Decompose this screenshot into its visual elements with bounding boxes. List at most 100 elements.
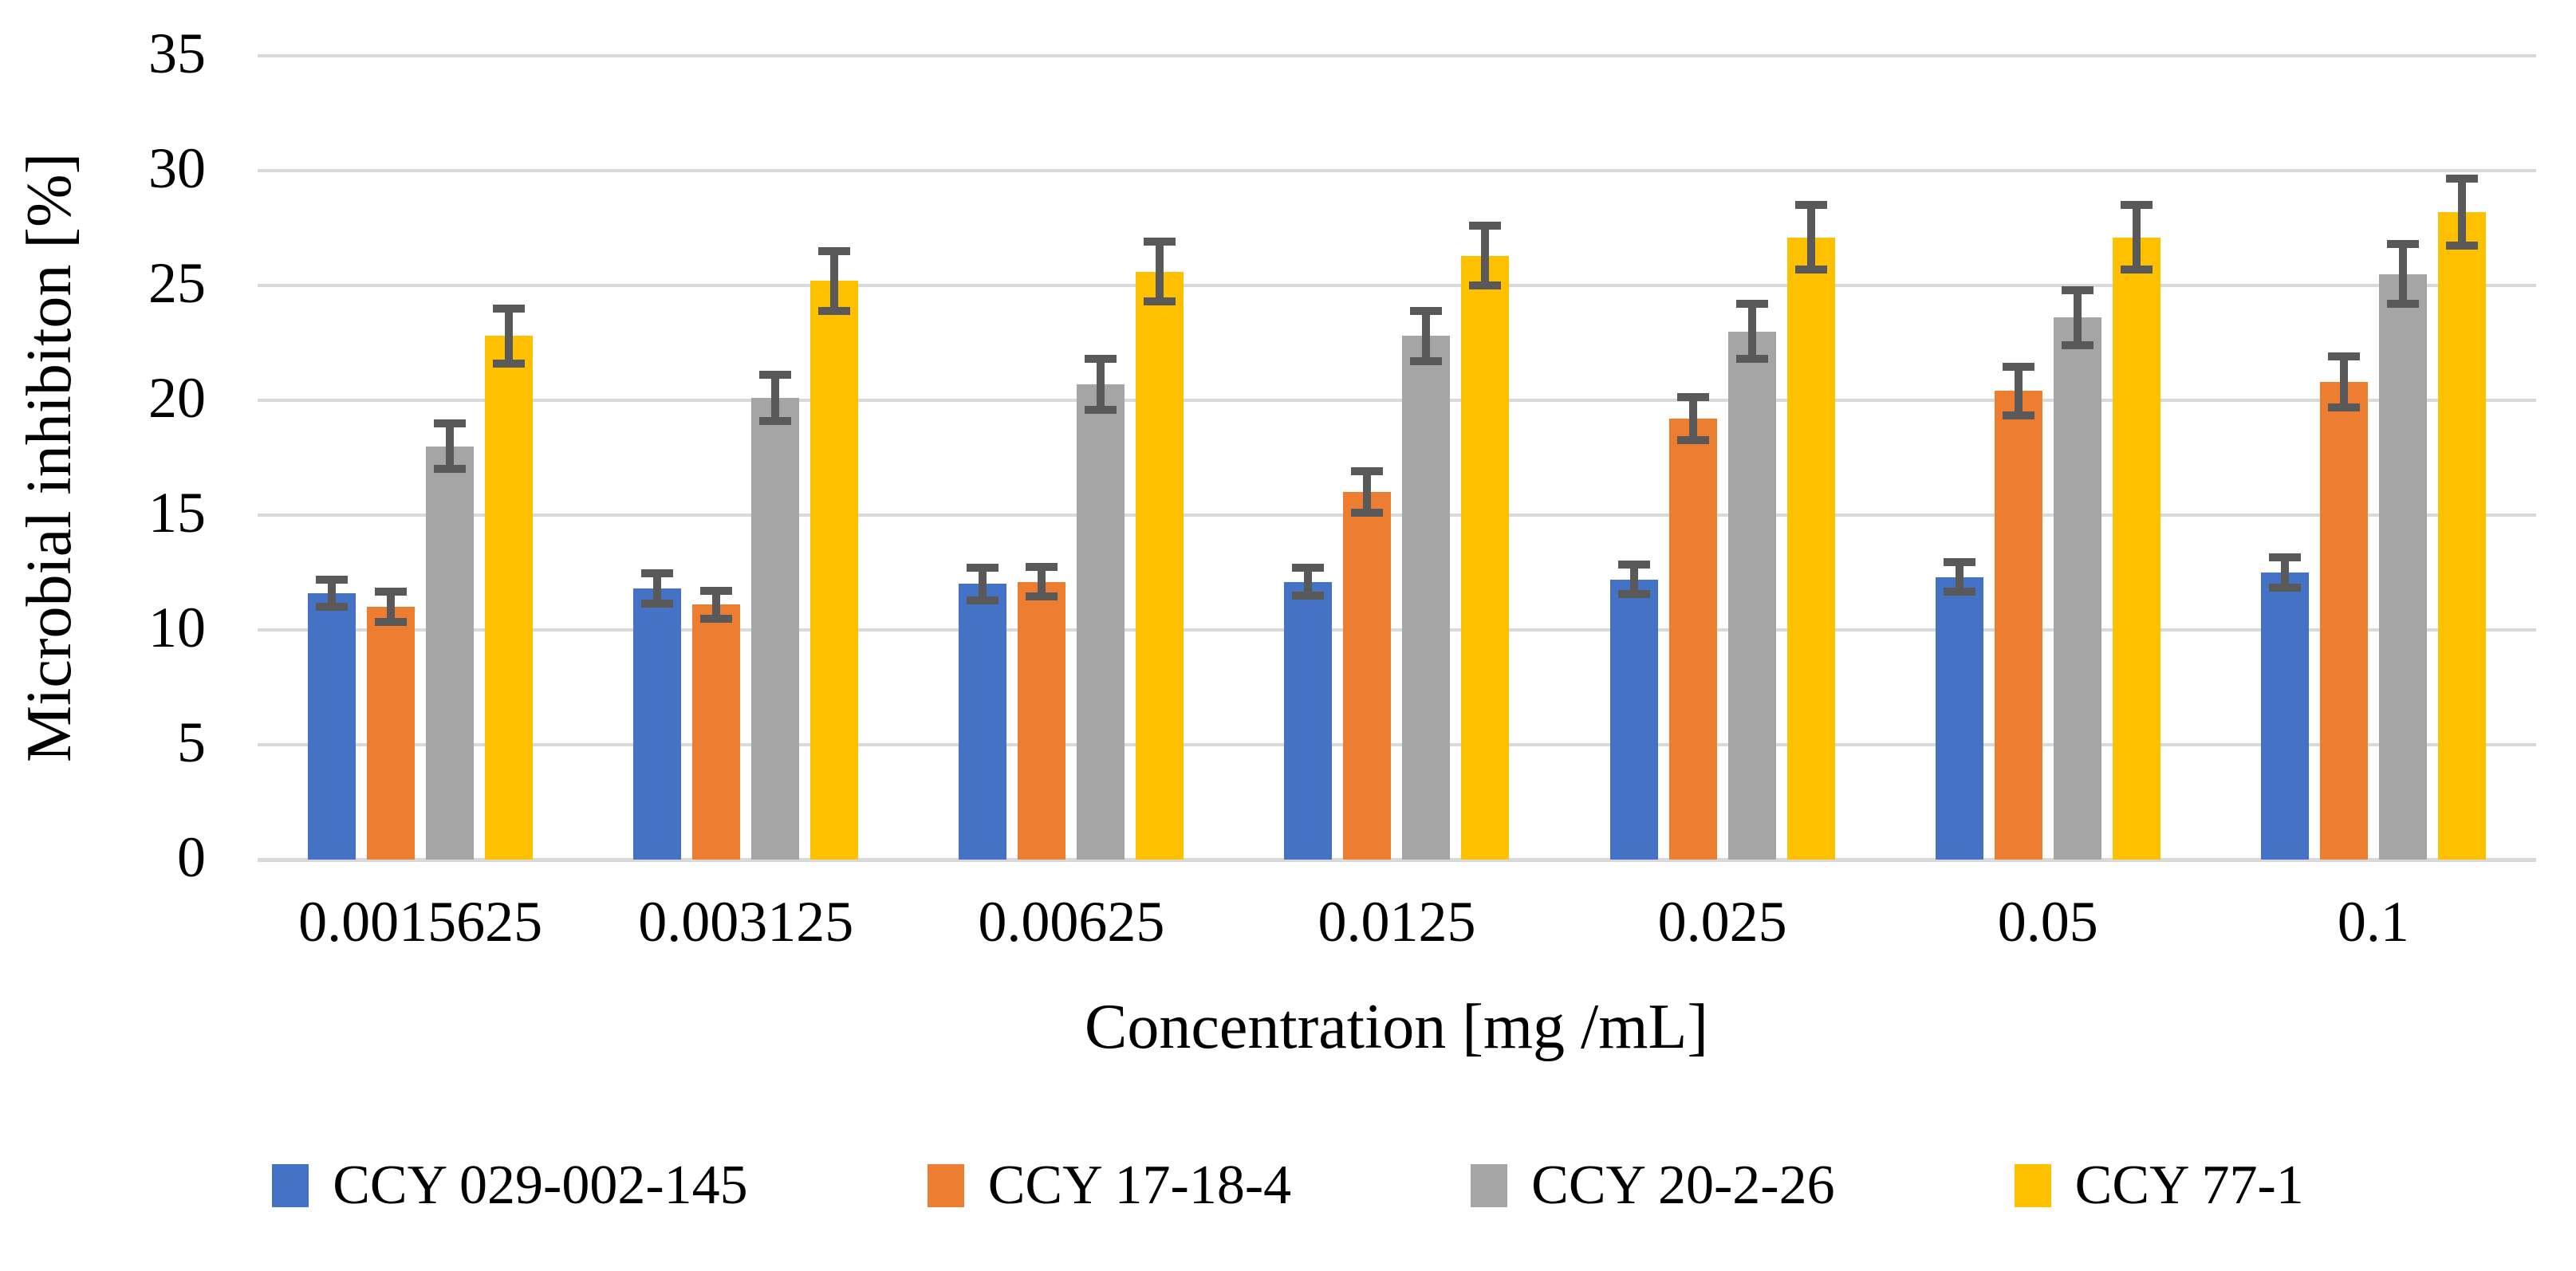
error-cap-top — [2268, 553, 2301, 562]
error-bar-ccy-77-1-0-0125 — [1461, 222, 1509, 289]
gridline-y-30 — [258, 169, 2536, 172]
error-bar-ccy-20-2-26-0-1 — [2379, 240, 2427, 309]
error-whisker — [2339, 356, 2348, 407]
error-bar-ccy-20-2-26-0-0015625 — [426, 419, 474, 474]
y-tick-label-30: 30 — [148, 136, 206, 201]
error-whisker — [446, 423, 455, 470]
legend-swatch-icon — [2014, 1164, 2051, 1207]
error-bar-ccy-029-002-145-0-05 — [1936, 558, 1983, 596]
error-cap-top — [2002, 363, 2034, 372]
error-bar-ccy-77-1-0-0015625 — [485, 304, 533, 368]
error-bar-ccy-17-18-4-0-025 — [1669, 392, 1717, 445]
bar-ccy-77-1-0-05 — [2112, 237, 2160, 860]
error-cap-bottom — [1144, 297, 1176, 306]
bar-ccy-029-002-145-0-05 — [1935, 576, 1983, 860]
error-bar-ccy-17-18-4-0-0015625 — [367, 588, 415, 626]
bar-ccy-17-18-4-0-0015625 — [367, 607, 416, 860]
error-cap-top — [1085, 355, 1117, 364]
x-tick-label-0-00625: 0.00625 — [978, 890, 1165, 954]
error-whisker — [2398, 244, 2407, 305]
error-cap-top — [316, 575, 349, 584]
legend: CCY 029-002-145 CCY 17-18-4 CCY 20-2-26 CCY… — [0, 1158, 2576, 1214]
error-whisker — [1806, 205, 1815, 270]
error-cap-bottom — [1735, 355, 1768, 364]
error-bar-ccy-17-18-4-0-0125 — [1343, 467, 1391, 517]
error-whisker — [1097, 359, 1105, 410]
error-bar-ccy-77-1-0-025 — [1787, 201, 1835, 273]
error-cap-bottom — [493, 359, 526, 368]
error-whisker — [979, 568, 987, 600]
legend-item-ccy-029-002-145: CCY 029-002-145 — [272, 1158, 748, 1214]
error-whisker — [1629, 564, 1638, 595]
error-whisker — [1481, 226, 1490, 285]
error-cap-bottom — [1026, 592, 1058, 601]
error-bar-ccy-029-002-145-0-003125 — [633, 569, 681, 608]
error-cap-bottom — [1292, 591, 1325, 600]
error-cap-top — [1735, 300, 1768, 309]
error-whisker — [2073, 289, 2082, 345]
bar-ccy-029-002-145-0-1 — [2260, 573, 2309, 860]
error-cap-top — [700, 587, 733, 596]
x-axis-title: Concentration [mg /mL] — [1084, 992, 1709, 1062]
bar-ccy-029-002-145-0-003125 — [633, 588, 682, 860]
error-whisker — [2280, 557, 2289, 588]
bar-ccy-77-1-0-003125 — [810, 281, 859, 860]
bar-ccy-20-2-26-0-1 — [2378, 273, 2427, 860]
error-bar-ccy-77-1-0-05 — [2113, 201, 2160, 273]
error-cap-bottom — [2268, 583, 2301, 592]
error-cap-top — [434, 419, 467, 427]
bar-ccy-20-2-26-0-003125 — [751, 398, 800, 860]
error-whisker — [1688, 396, 1697, 441]
legend-swatch-icon — [927, 1164, 964, 1207]
error-cap-bottom — [434, 465, 467, 474]
error-cap-bottom — [1943, 588, 1975, 596]
bar-ccy-20-2-26-0-00625 — [1077, 384, 1125, 860]
error-whisker — [1038, 566, 1046, 597]
error-cap-top — [2120, 201, 2153, 210]
legend-swatch-icon — [272, 1164, 309, 1207]
error-whisker — [830, 250, 839, 311]
error-whisker — [505, 308, 514, 364]
error-cap-bottom — [375, 617, 408, 626]
error-cap-top — [1144, 238, 1176, 246]
error-cap-bottom — [1676, 436, 1709, 445]
error-cap-bottom — [818, 306, 851, 315]
gridline-y-0 — [258, 858, 2536, 862]
bar-ccy-17-18-4-0-05 — [1994, 391, 2042, 860]
error-cap-bottom — [2386, 300, 2419, 309]
error-bar-ccy-20-2-26-0-00625 — [1077, 355, 1125, 414]
y-tick-label-25: 25 — [148, 251, 206, 316]
error-bar-ccy-029-002-145-0-1 — [2261, 553, 2309, 592]
error-cap-top — [2386, 240, 2419, 249]
bar-ccy-029-002-145-0-0015625 — [308, 592, 356, 860]
error-bar-ccy-17-18-4-0-05 — [1995, 363, 2042, 419]
bar-ccy-20-2-26-0-0125 — [1402, 336, 1451, 860]
x-tick-label-0-025: 0.025 — [1657, 890, 1787, 954]
error-bar-ccy-77-1-0-1 — [2438, 175, 2486, 250]
error-cap-bottom — [316, 603, 349, 612]
error-cap-top — [2445, 175, 2478, 183]
y-tick-label-20: 20 — [148, 366, 206, 431]
error-cap-bottom — [2120, 265, 2153, 273]
error-cap-top — [759, 371, 792, 380]
x-tick-label-0-0015625: 0.0015625 — [298, 890, 543, 954]
bar-ccy-77-1-0-0125 — [1461, 255, 1510, 860]
error-cap-bottom — [1794, 265, 1827, 273]
gridline-y-15 — [258, 514, 2536, 517]
error-whisker — [328, 579, 337, 608]
y-axis-labels: 0 5 10 15 20 25 30 35 — [0, 25, 206, 886]
legend-label: CCY 20-2-26 — [1531, 1155, 1835, 1216]
bar-ccy-17-18-4-0-00625 — [1018, 581, 1066, 860]
bar-ccy-17-18-4-0-0125 — [1343, 492, 1392, 860]
bar-ccy-77-1-0-1 — [2437, 211, 2486, 860]
bar-ccy-77-1-0-025 — [1786, 237, 1835, 860]
error-cap-top — [1676, 392, 1709, 401]
bar-ccy-20-2-26-0-0015625 — [426, 446, 475, 860]
error-cap-bottom — [1351, 509, 1384, 517]
error-bar-ccy-17-18-4-0-003125 — [692, 587, 740, 623]
y-tick-label-0: 0 — [177, 825, 206, 890]
y-tick-label-5: 5 — [177, 710, 206, 775]
error-bar-ccy-20-2-26-0-05 — [2054, 285, 2101, 349]
error-whisker — [1422, 310, 1431, 362]
